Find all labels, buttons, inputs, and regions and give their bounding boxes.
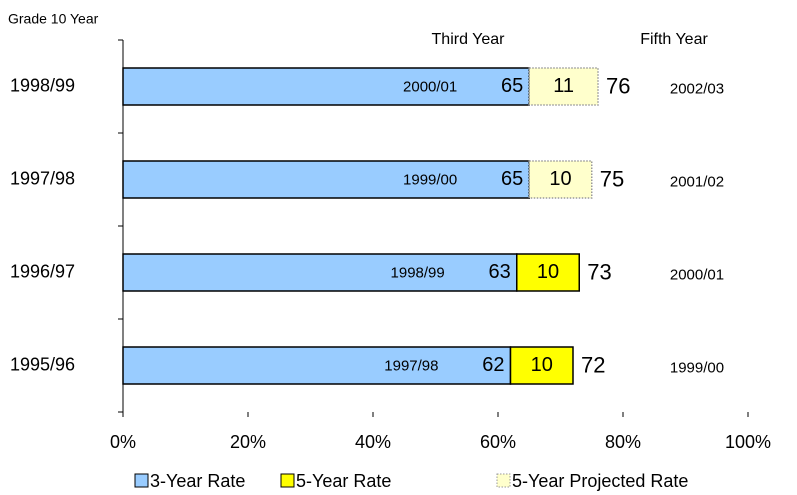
total-label: 76 bbox=[606, 73, 630, 98]
total-label: 72 bbox=[581, 352, 605, 377]
x-tick-label: 0% bbox=[110, 432, 136, 452]
third-year-label: 1997/98 bbox=[384, 357, 438, 374]
total-label: 75 bbox=[600, 166, 624, 191]
fifth-year-label: 2001/02 bbox=[670, 173, 724, 190]
y-tick-label: 1997/98 bbox=[10, 168, 75, 188]
third-year-label: 1999/00 bbox=[403, 171, 457, 188]
bar-segment bbox=[122, 346, 512, 385]
bar-segment bbox=[528, 67, 599, 106]
fifth-year-label: 1999/00 bbox=[670, 359, 724, 376]
x-tick-label: 20% bbox=[230, 432, 266, 452]
legend-label: 5-Year Projected Rate bbox=[512, 471, 688, 491]
bar-segment bbox=[509, 346, 574, 385]
legend-label: 3-Year Rate bbox=[150, 471, 245, 491]
value-label: 65 bbox=[501, 75, 523, 97]
x-tick-label: 40% bbox=[355, 432, 391, 452]
value-label: 62 bbox=[482, 354, 504, 376]
bar-segment bbox=[122, 67, 530, 106]
y-axis-title: Grade 10 Year bbox=[8, 11, 99, 27]
bar-segment bbox=[122, 160, 530, 199]
x-tick-label: 60% bbox=[480, 432, 516, 452]
third-year-label: 2000/01 bbox=[403, 78, 457, 95]
value-label: 10 bbox=[537, 261, 559, 283]
bar-segment bbox=[122, 253, 518, 292]
fifth-year-label: 2000/01 bbox=[670, 266, 724, 283]
bar-segment bbox=[516, 253, 580, 292]
value-label: 11 bbox=[553, 75, 574, 97]
y-tick-label: 1998/99 bbox=[10, 75, 75, 95]
third-year-header: Third Year bbox=[432, 31, 506, 48]
x-tick-label: 80% bbox=[605, 432, 641, 452]
y-tick-label: 1996/97 bbox=[10, 261, 75, 281]
value-label: 63 bbox=[489, 261, 511, 283]
value-label: 10 bbox=[549, 168, 571, 190]
fifth-year-header: Fifth Year bbox=[640, 31, 708, 48]
value-label: 65 bbox=[501, 168, 523, 190]
legend-swatch bbox=[496, 473, 511, 488]
legend-swatch bbox=[280, 473, 295, 488]
bar-segment bbox=[528, 160, 593, 199]
third-year-label: 1998/99 bbox=[391, 264, 445, 281]
y-tick-label: 1995/96 bbox=[10, 354, 75, 374]
legend-label: 5-Year Rate bbox=[296, 471, 391, 491]
total-label: 73 bbox=[587, 259, 611, 284]
fifth-year-label: 2002/03 bbox=[670, 80, 724, 97]
x-tick-label: 100% bbox=[725, 432, 771, 452]
value-label: 10 bbox=[531, 354, 553, 376]
legend-swatch bbox=[134, 473, 149, 488]
